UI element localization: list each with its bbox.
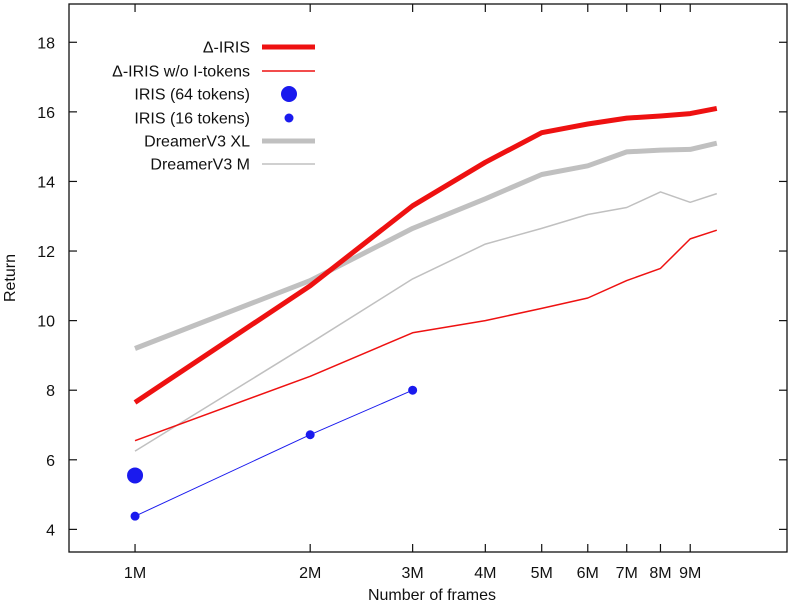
data-point-iris-64-tokens [127, 467, 144, 484]
plot-frame [68, 3, 788, 553]
series-line-dreamerv3-m [134, 191, 718, 452]
x-tick-label: 6M [577, 565, 599, 582]
data-point-iris-16-tokens [130, 511, 140, 521]
legend-swatch-iris-64-tokens [281, 86, 297, 102]
y-tick-label: 14 [37, 174, 55, 191]
y-tick-label: 4 [46, 522, 55, 539]
series-line-delta-iris-w-o-i-tokens [134, 229, 718, 442]
x-tick-label: 2M [299, 565, 321, 582]
series-iris-64-tokens [127, 467, 144, 484]
y-tick-label: 10 [37, 314, 55, 331]
legend-label-iris-16-tokens: IRIS (16 tokens) [134, 111, 250, 128]
y-axis-title: Return [2, 254, 19, 302]
x-tick-label: 8M [649, 565, 671, 582]
x-tick-label: 4M [474, 565, 496, 582]
legend-label-delta-iris: Δ-IRIS [203, 40, 250, 57]
legend-swatch-iris-16-tokens [284, 113, 294, 123]
data-point-iris-16-tokens [408, 385, 418, 395]
series-line-iris-16-tokens [134, 389, 413, 517]
y-tick-label: 16 [37, 105, 55, 122]
x-tick-label: 3M [402, 565, 424, 582]
x-tick-label: 7M [616, 565, 638, 582]
series-line-delta-iris [133, 105, 718, 405]
x-axis-title: Number of frames [368, 587, 496, 604]
series-delta-iris-w-o-i-tokens [134, 229, 718, 442]
series-dreamerv3-m [134, 191, 718, 452]
data-point-iris-16-tokens [305, 430, 315, 440]
y-tick-label: 12 [37, 244, 55, 261]
y-tick-label: 8 [46, 383, 55, 400]
series-dreamerv3-xl [134, 140, 718, 351]
legend-label-delta-iris-w-o-i-tokens: Δ-IRIS w/o I-tokens [112, 64, 250, 81]
legend-label-iris-64-tokens: IRIS (64 tokens) [134, 87, 250, 104]
legend-label-dreamerv3-xl: DreamerV3 XL [144, 134, 250, 151]
series-delta-iris [133, 105, 718, 405]
y-tick-label: 18 [37, 35, 55, 52]
series-layer [127, 105, 718, 521]
legend: Δ-IRIS Δ-IRIS w/o I-tokens IRIS (64 tokens… [112, 40, 315, 174]
legend-label-dreamerv3-m: DreamerV3 M [150, 157, 250, 174]
x-tick-label: 1M [124, 565, 146, 582]
x-tick-label: 9M [679, 565, 701, 582]
series-iris-16-tokens [130, 385, 418, 521]
y-tick-label: 6 [46, 453, 55, 470]
series-line-dreamerv3-xl [134, 140, 718, 351]
axis-ticks: 1M 2M 3M 4M 5M 6M 7M 8M 9M 4 6 8 10 12 14 16 18 [37, 4, 787, 582]
x-tick-label: 5M [531, 565, 553, 582]
